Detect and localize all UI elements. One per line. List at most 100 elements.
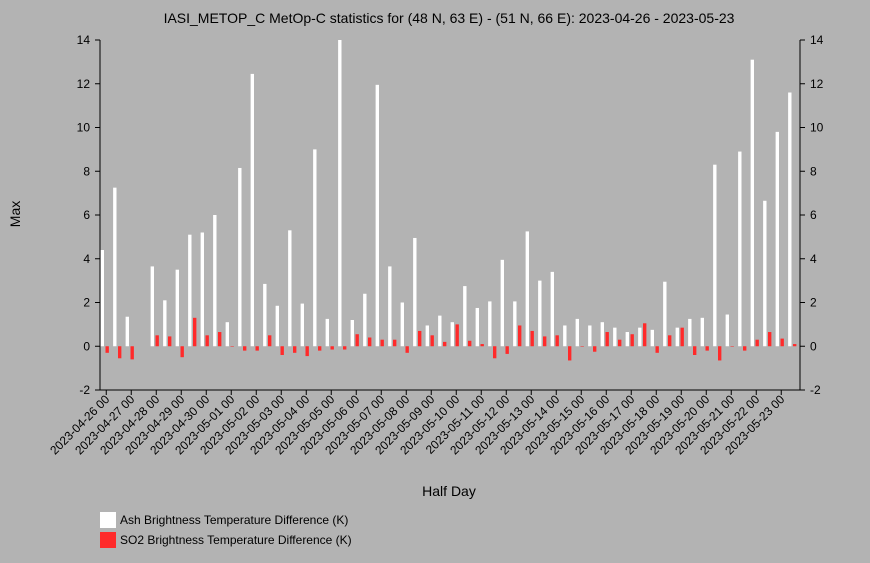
y-tick-label-left: 6 <box>83 208 90 222</box>
bar-so2 <box>518 325 522 347</box>
legend: Ash Brightness Temperature Difference (K… <box>100 512 352 548</box>
bar-ash <box>575 318 579 347</box>
bar-so2 <box>668 335 672 347</box>
bar-so2 <box>730 346 734 347</box>
y-tick-label-left: 4 <box>83 252 90 266</box>
bar-ash <box>150 266 154 347</box>
bar-ash <box>525 231 529 347</box>
bar-so2 <box>580 346 584 347</box>
y-tick-label-right: 2 <box>810 296 817 310</box>
bar-ash <box>438 315 442 347</box>
bar-ash <box>550 271 554 347</box>
bar-so2 <box>555 335 559 347</box>
bar-so2 <box>418 330 422 347</box>
y-tick-label-left: 8 <box>83 164 90 178</box>
y-tick-label-right: 0 <box>810 339 817 353</box>
bar-ash <box>463 286 467 347</box>
bar-ash <box>388 266 392 347</box>
bar-so2 <box>255 346 259 351</box>
bar-so2 <box>318 346 322 351</box>
legend-swatch-ash <box>100 512 116 528</box>
bar-ash <box>275 305 279 347</box>
bar-so2 <box>180 346 184 358</box>
bar-so2 <box>243 346 247 351</box>
bar-so2 <box>205 335 209 347</box>
bar-so2 <box>605 332 609 347</box>
bar-so2 <box>405 346 409 353</box>
y-tick-label-left: 2 <box>83 296 90 310</box>
bar-ash <box>638 327 642 347</box>
y-tick-label-left: -2 <box>79 383 90 397</box>
bar-so2 <box>493 346 497 359</box>
bar-so2 <box>693 346 697 355</box>
bar-so2 <box>268 335 272 347</box>
bar-so2 <box>618 339 622 347</box>
y-axis-right: -2 0 2 4 6 8 10 12 14 <box>800 33 824 397</box>
bar-so2 <box>705 346 709 351</box>
bar-so2 <box>480 344 484 347</box>
legend-label-ash: Ash Brightness Temperature Difference (K… <box>120 513 348 527</box>
bar-ash <box>750 59 754 347</box>
bar-so2 <box>230 346 234 347</box>
bar-ash <box>375 84 379 347</box>
bar-so2 <box>130 346 134 360</box>
bar-ash <box>213 215 217 347</box>
y-tick-label-left: 0 <box>83 339 90 353</box>
bar-so2 <box>393 339 397 347</box>
bar-ash <box>288 230 292 347</box>
bar-so2 <box>305 346 309 357</box>
bar-ash <box>663 281 667 347</box>
y-axis-label: Max <box>7 201 23 227</box>
y-tick-label-right: 12 <box>810 77 824 91</box>
bar-so2 <box>680 327 684 347</box>
bar-ash <box>563 325 567 347</box>
bar-so2 <box>355 334 359 347</box>
bar-ash <box>300 303 304 347</box>
bar-so2 <box>368 337 372 347</box>
bar-so2 <box>193 317 197 347</box>
legend-label-so2: SO2 Brightness Temperature Difference (K… <box>120 533 352 547</box>
bar-ash <box>613 327 617 347</box>
bar-ash <box>538 280 542 347</box>
bar-ash <box>600 322 604 347</box>
bar-ash <box>500 259 504 347</box>
chart-title: IASI_METOP_C MetOp-C statistics for (48 … <box>164 10 735 26</box>
bar-ash <box>713 164 717 347</box>
bar-so2 <box>530 330 534 347</box>
bar-ash <box>788 92 792 347</box>
bar-so2 <box>330 346 334 350</box>
bar-so2 <box>218 332 222 347</box>
bar-ash <box>413 237 417 347</box>
x-axis-label: Half Day <box>422 483 476 499</box>
bar-so2 <box>455 324 459 347</box>
bar-ash <box>113 187 117 347</box>
y-tick-label-left: 12 <box>77 77 91 91</box>
y-tick-label-right: 10 <box>810 121 824 135</box>
bar-ash <box>513 301 517 347</box>
bar-ash <box>625 332 629 347</box>
y-tick-label-right: 14 <box>810 33 824 47</box>
bar-ash <box>475 307 479 347</box>
bar-so2 <box>293 346 297 353</box>
bar-ash <box>738 151 742 347</box>
bar-ash <box>700 317 704 347</box>
bar-so2 <box>593 346 597 352</box>
y-tick-label-right: -2 <box>810 383 821 397</box>
bar-ash <box>775 131 779 347</box>
bar-ash <box>338 40 342 347</box>
bar-ash <box>263 283 267 347</box>
bar-so2 <box>630 334 634 347</box>
bar-ash <box>175 269 179 347</box>
bar-so2 <box>380 339 384 347</box>
bar-so2 <box>643 323 647 347</box>
bar-so2 <box>168 336 172 347</box>
bar-ash <box>725 314 729 347</box>
bar-ash <box>325 318 329 347</box>
bar-ash <box>188 234 192 347</box>
bar-ash <box>675 327 679 347</box>
y-tick-label-left: 14 <box>77 33 91 47</box>
bar-ash <box>125 316 129 347</box>
bar-so2 <box>155 335 159 347</box>
y-tick-label-right: 4 <box>810 252 817 266</box>
